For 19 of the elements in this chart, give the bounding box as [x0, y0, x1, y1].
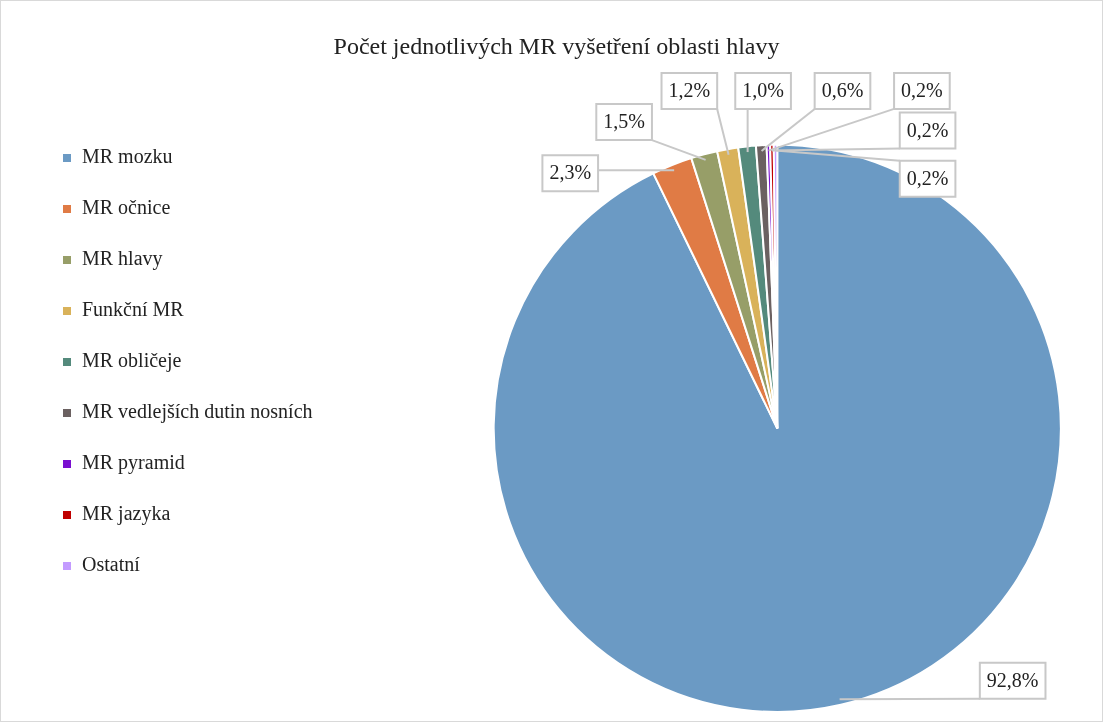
data-label: 0,2%: [906, 167, 949, 190]
legend-label: MR pyramid: [82, 451, 185, 475]
data-label: 0,6%: [821, 79, 864, 102]
data-label: 1,0%: [742, 79, 784, 102]
chart-title: Počet jednotlivých MR vyšetření oblasti hlavy: [333, 32, 780, 59]
data-label: 2,3%: [549, 161, 592, 184]
legend-label: MR obličeje: [82, 349, 182, 373]
legend-label: MR mozku: [82, 145, 173, 168]
data-label: 92,8%: [986, 669, 1039, 692]
legend-label: MR očnice: [82, 196, 171, 219]
legend-label: Ostatní: [82, 553, 141, 576]
data-label: 1,2%: [668, 79, 711, 102]
legend-label: MR vedlejších dutin nosních: [82, 400, 313, 424]
data-label: 0,2%: [906, 118, 949, 141]
legend-label: MR jazyka: [82, 502, 171, 526]
data-label: 1,5%: [603, 110, 645, 133]
legend-label: Funkční MR: [82, 298, 185, 321]
data-label: 0,2%: [901, 79, 943, 102]
legend-label: MR hlavy: [82, 247, 163, 271]
